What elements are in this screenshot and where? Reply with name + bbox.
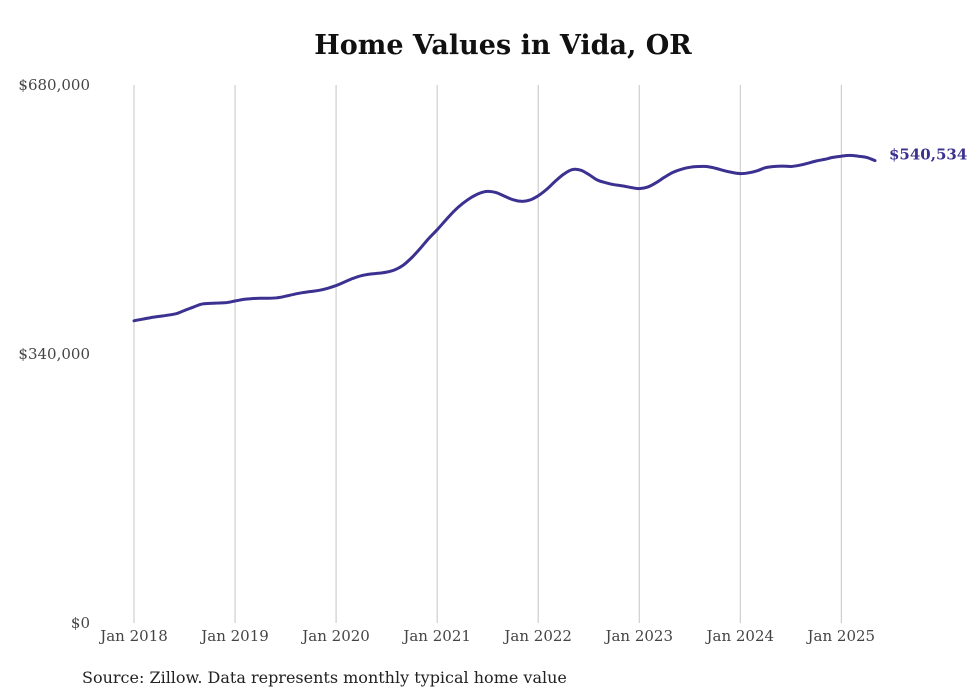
y-tick-label: $0	[71, 614, 90, 632]
x-tick-label: Jan 2023	[603, 627, 673, 645]
x-tick-label: Jan 2018	[98, 627, 168, 645]
series-line	[132, 153, 877, 323]
grid-lines	[133, 85, 842, 623]
x-tick-label: Jan 2019	[199, 627, 269, 645]
series-layer: $540,534	[132, 146, 967, 323]
source-note: Source: Zillow. Data represents monthly …	[82, 668, 567, 687]
x-tick-label: Jan 2025	[806, 627, 876, 645]
x-tick-label: Jan 2022	[502, 627, 572, 645]
x-axis-ticks: Jan 2018 Jan 2019 Jan 2020 Jan 2021 Jan 2022…	[98, 627, 875, 645]
y-tick-label: $340,000	[18, 345, 90, 363]
chart-title: Home Values in Vida, OR	[314, 30, 692, 61]
y-axis-ticks: $0 $340,000 $680,000	[18, 76, 90, 632]
x-tick-label: Jan 2024	[704, 627, 774, 645]
x-tick-label: Jan 2020	[300, 627, 370, 645]
y-tick-label: $680,000	[18, 76, 90, 94]
end-value-label: $540,534	[889, 146, 967, 164]
x-tick-label: Jan 2021	[401, 627, 471, 645]
